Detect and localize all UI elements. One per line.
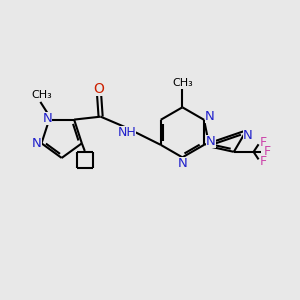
Text: N: N xyxy=(178,157,187,170)
Text: N: N xyxy=(205,110,215,123)
Text: N: N xyxy=(32,137,42,150)
Text: F: F xyxy=(263,146,270,158)
Text: F: F xyxy=(260,155,267,168)
Text: CH₃: CH₃ xyxy=(172,78,193,88)
Text: N: N xyxy=(206,135,216,148)
Text: O: O xyxy=(94,82,105,96)
Text: F: F xyxy=(260,136,267,149)
Text: N: N xyxy=(42,112,52,125)
Text: CH₃: CH₃ xyxy=(32,90,52,100)
Text: N: N xyxy=(243,129,253,142)
Text: NH: NH xyxy=(118,126,136,139)
